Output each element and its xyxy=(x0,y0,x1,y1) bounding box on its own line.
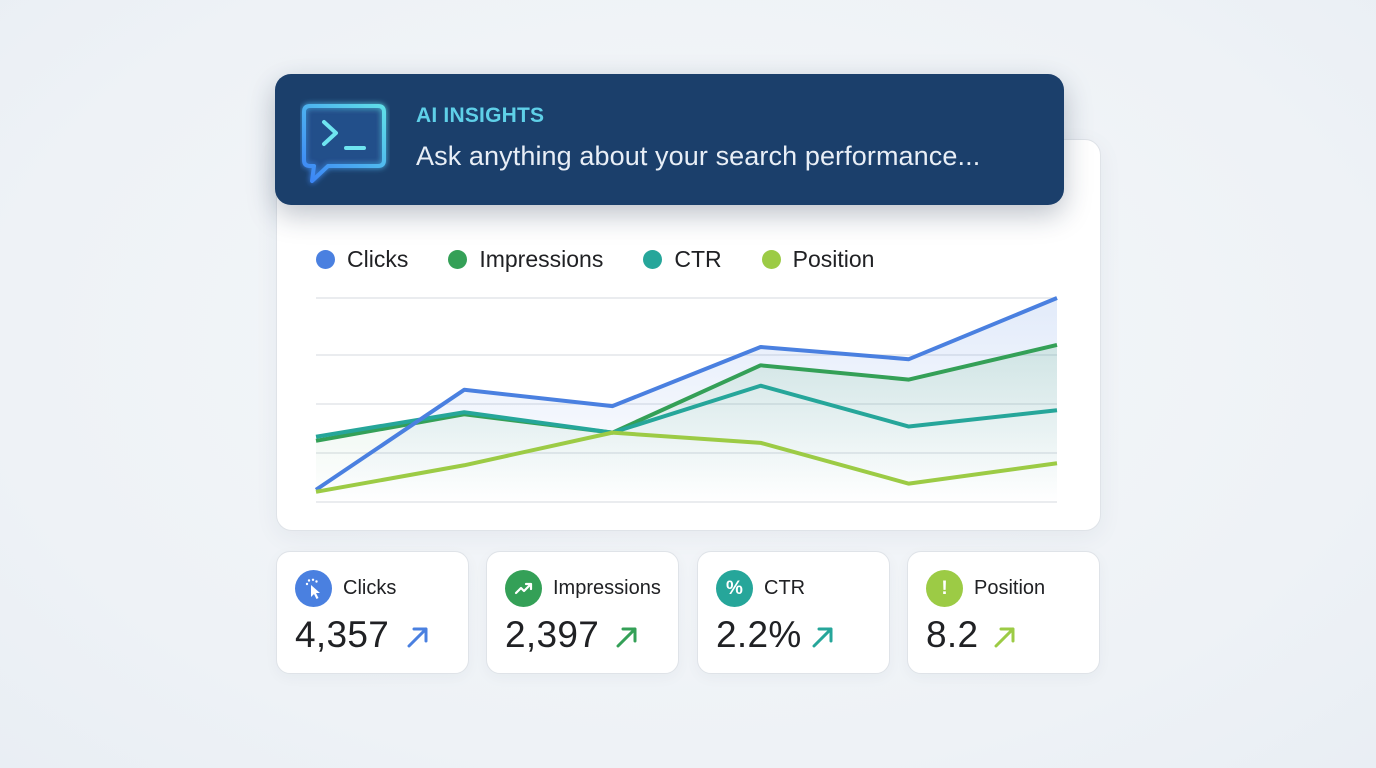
ai-insights-prompt[interactable]: AI INSIGHTS Ask anything about your sear… xyxy=(275,74,1064,205)
ai-insights-input[interactable]: Ask anything about your search performan… xyxy=(416,141,981,171)
stat-value: 4,357 xyxy=(295,614,390,655)
percent-icon: % xyxy=(716,570,753,607)
stat-card-impressions[interactable]: Impressions 2,397 xyxy=(486,551,679,674)
stat-value: 2,397 xyxy=(505,614,600,655)
trend-up-arrow-icon xyxy=(994,627,1015,648)
series-line-clicks xyxy=(314,296,1058,492)
stat-card-clicks[interactable]: Clicks 4,357 xyxy=(276,551,469,674)
stat-label: CTR xyxy=(764,577,806,599)
trending-up-icon xyxy=(505,570,542,607)
series-line-ctr xyxy=(315,383,1058,439)
legend-item-ctr[interactable]: CTR xyxy=(643,245,722,273)
legend-item-impressions[interactable]: Impressions xyxy=(448,246,603,273)
legend-label: CTR xyxy=(674,245,722,272)
stat-value: 2.2% xyxy=(716,614,802,655)
series-line-impressions xyxy=(315,342,1058,443)
series-line-position xyxy=(315,430,1058,494)
stat-label: Position xyxy=(974,577,1046,599)
legend-dot-impressions xyxy=(448,249,468,269)
ai-insights-label: AI INSIGHTS xyxy=(416,104,545,127)
legend-dot-clicks xyxy=(316,249,335,269)
stat-card-position[interactable]: ! Position 8.2 xyxy=(907,551,1100,674)
stat-card-ctr[interactable]: % CTR 2.2% xyxy=(697,551,890,674)
stat-label: Impressions xyxy=(553,577,661,599)
trend-up-arrow-icon xyxy=(407,627,428,648)
terminal-chat-icon xyxy=(302,104,386,183)
legend-label: Clicks xyxy=(347,245,409,272)
trend-up-arrow-icon xyxy=(812,627,833,648)
exclamation-icon: ! xyxy=(926,570,963,607)
chart-lines xyxy=(314,296,1058,494)
legend-item-position[interactable]: Position xyxy=(761,245,875,273)
legend-item-clicks[interactable]: Clicks xyxy=(316,246,408,273)
legend-label: Position xyxy=(792,245,875,272)
chart-legend: Clicks Impressions CTR Position xyxy=(316,245,914,273)
cursor-click-icon xyxy=(295,570,332,607)
legend-label: Impressions xyxy=(479,245,604,272)
stat-label: Clicks xyxy=(343,577,397,599)
trend-up-arrow-icon xyxy=(616,627,637,648)
legend-dot-ctr xyxy=(643,249,663,269)
stat-value: 8.2 xyxy=(926,614,979,655)
legend-dot-position xyxy=(761,249,781,269)
